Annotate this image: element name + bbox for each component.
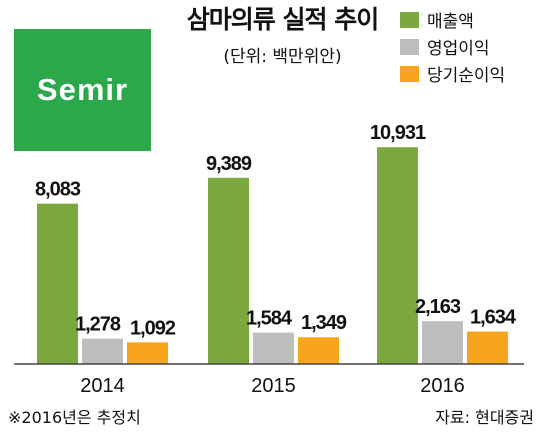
legend-label-revenue: 매출액 xyxy=(427,12,474,32)
legend-swatch-net-income xyxy=(400,65,419,82)
data-label-revenue-2016: 10,931 xyxy=(370,122,426,144)
bar-operating-profit-2016 xyxy=(422,321,463,364)
bar-net-income-2014 xyxy=(127,342,168,364)
bar-revenue-2016 xyxy=(377,147,418,364)
x-tick-label-2014: 2014 xyxy=(80,375,125,397)
legend-swatch-revenue xyxy=(400,11,419,28)
chart-subtitle: (단위: 백만위안) xyxy=(223,47,342,67)
legend-item-operating-profit: 영업이익 xyxy=(400,33,540,60)
x-tick-label-2015: 2015 xyxy=(251,375,296,397)
bar-operating-profit-2015 xyxy=(253,332,294,364)
logo-text: Semir xyxy=(36,72,129,107)
data-label-operating-profit-2015: 1,584 xyxy=(246,308,293,330)
footnote: ※2016년은 추정치 xyxy=(8,408,141,427)
chart-title: 삼마의류 실적 추이 xyxy=(186,5,379,34)
data-label-revenue-2015: 9,389 xyxy=(206,153,252,175)
bar-revenue-2015 xyxy=(208,177,249,364)
x-tick-label-2016: 2016 xyxy=(420,375,465,397)
data-label-operating-profit-2014: 1,278 xyxy=(75,314,121,336)
data-label-net-income-2016: 1,634 xyxy=(470,307,517,329)
source-note: 자료: 현대증권 xyxy=(435,408,534,427)
legend-label-operating-profit: 영업이익 xyxy=(427,39,490,59)
semir-logo: Semir xyxy=(14,29,151,151)
bar-net-income-2016 xyxy=(467,331,508,364)
bar-net-income-2015 xyxy=(298,337,339,364)
legend-item-net-income: 당기순이익 xyxy=(400,60,540,87)
data-label-operating-profit-2016: 2,163 xyxy=(415,296,461,318)
chart-legend: 매출액 영업이익 당기순이익 xyxy=(400,6,540,87)
data-label-net-income-2014: 1,092 xyxy=(130,317,176,339)
bar-operating-profit-2014 xyxy=(82,338,123,364)
data-label-net-income-2015: 1,349 xyxy=(301,312,347,334)
legend-label-net-income: 당기순이익 xyxy=(427,66,506,86)
data-label-revenue-2014: 8,083 xyxy=(35,179,81,201)
legend-item-revenue: 매출액 xyxy=(400,6,540,33)
legend-swatch-operating-profit xyxy=(400,38,419,55)
bar-revenue-2014 xyxy=(37,203,78,364)
